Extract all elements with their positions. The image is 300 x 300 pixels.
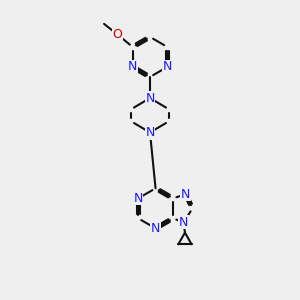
Text: N: N — [128, 60, 137, 74]
Text: N: N — [181, 188, 190, 201]
Text: N: N — [145, 92, 155, 105]
Text: N: N — [151, 222, 160, 235]
Text: N: N — [134, 192, 143, 205]
Text: N: N — [145, 126, 155, 139]
Text: O: O — [112, 28, 122, 41]
Text: N: N — [163, 60, 172, 74]
Text: N: N — [179, 216, 188, 229]
